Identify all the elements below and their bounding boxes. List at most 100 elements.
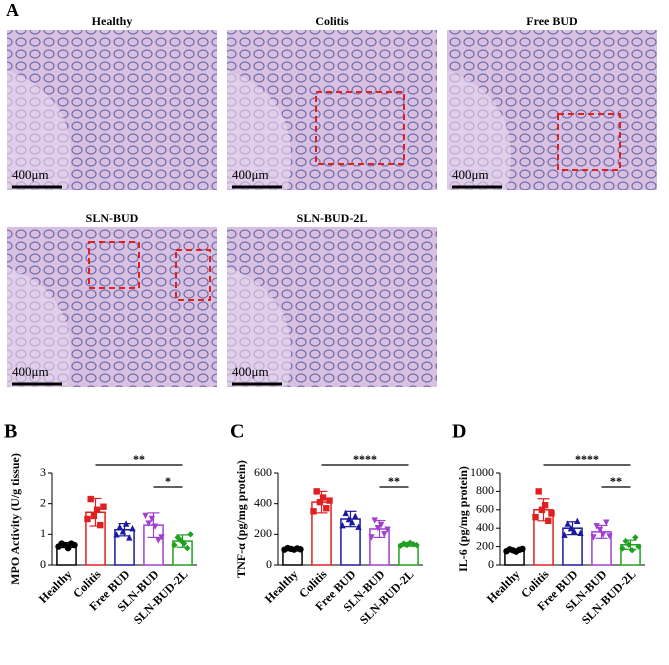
tissue-lumen: [447, 70, 511, 190]
tissue-lumen: [227, 267, 291, 387]
roi-box: [175, 249, 211, 301]
data-point: [622, 537, 629, 545]
y-tick-label: 600: [254, 465, 272, 479]
panel-title: Colitis: [315, 14, 349, 28]
y-tick-label: 200: [254, 526, 272, 540]
scale-bar-label: 400μm: [232, 364, 269, 379]
significance-label: **: [610, 474, 622, 488]
data-point: [567, 525, 575, 532]
data-point: [368, 534, 375, 541]
data-point: [603, 519, 610, 526]
data-point: [535, 488, 542, 495]
significance-label: *: [165, 474, 171, 488]
x-tick-label: Healthy: [484, 567, 523, 606]
data-point: [122, 520, 130, 527]
data-point: [142, 512, 149, 520]
data-point: [374, 525, 382, 532]
data-point: [297, 546, 304, 553]
y-tick-label: 0: [488, 557, 494, 571]
data-point: [187, 531, 194, 538]
data-point: [619, 545, 626, 552]
data-point: [628, 547, 636, 554]
data-point: [119, 528, 127, 535]
data-point: [561, 531, 568, 538]
data-point: [413, 541, 420, 549]
panel-letter: D: [452, 421, 466, 443]
y-tick-label: 0: [40, 557, 46, 571]
scale-bar-label: 400μm: [232, 167, 269, 182]
y-tick-label: 800: [476, 483, 494, 497]
data-point: [319, 494, 327, 501]
panel-title: SLN-BUD: [86, 211, 139, 225]
tissue-lumen: [7, 70, 71, 190]
data-point: [606, 533, 613, 540]
roi-box: [88, 241, 140, 289]
data-point: [145, 520, 152, 527]
y-tick-label: 1000: [470, 465, 494, 479]
data-point: [97, 521, 104, 529]
data-point: [519, 545, 526, 553]
data-point: [100, 503, 107, 510]
data-point: [113, 531, 120, 538]
x-tick-label: Healthy: [36, 567, 75, 606]
panel-title: Free BUD: [526, 14, 578, 28]
data-point: [599, 531, 607, 538]
data-point: [339, 521, 346, 529]
y-tick-label: 0: [266, 557, 272, 571]
data-point: [348, 518, 356, 526]
data-point: [326, 497, 333, 504]
significance-label: **: [388, 474, 400, 488]
y-tick-label: 2: [40, 495, 46, 509]
data-point: [316, 498, 324, 506]
data-point: [345, 515, 353, 523]
data-point: [384, 526, 391, 533]
data-point: [596, 526, 604, 534]
significance-label: ****: [353, 452, 377, 466]
data-point: [342, 509, 349, 517]
data-point: [577, 529, 584, 536]
tissue-lumen: [7, 267, 71, 387]
panel-title: Healthy: [92, 14, 133, 28]
panel-letter: C: [230, 421, 244, 443]
data-point: [126, 534, 133, 541]
y-axis-label: MPO Activity (U/g tissue): [8, 453, 22, 585]
data-point: [323, 505, 330, 512]
y-tick-label: 400: [476, 520, 494, 534]
y-tick-label: 1: [40, 526, 46, 540]
data-point: [158, 534, 165, 541]
data-point: [541, 502, 549, 509]
data-point: [151, 523, 159, 530]
data-point: [371, 517, 378, 524]
data-point: [64, 544, 72, 552]
data-point: [180, 540, 188, 547]
data-point: [632, 534, 639, 541]
y-tick-label: 600: [476, 502, 494, 516]
y-tick-label: 200: [476, 538, 494, 552]
data-point: [184, 544, 191, 552]
data-point: [84, 515, 91, 523]
data-point: [93, 506, 101, 513]
y-axis-label: IL-6 (pg/mg protein): [456, 466, 470, 572]
significance-label: ****: [575, 452, 599, 466]
significance-label: **: [133, 452, 145, 466]
roi-box: [315, 91, 405, 165]
data-point: [635, 543, 642, 550]
data-point: [593, 523, 600, 530]
data-point: [532, 513, 539, 521]
data-point: [538, 506, 546, 513]
data-point: [381, 531, 388, 538]
scale-bar-label: 400μm: [12, 167, 49, 182]
data-point: [313, 488, 320, 495]
data-point: [352, 512, 359, 520]
panel-letter: A: [6, 0, 19, 20]
data-point: [406, 539, 414, 546]
data-point: [548, 510, 555, 517]
y-tick-label: 400: [254, 495, 272, 509]
data-point: [155, 537, 162, 544]
data-point: [355, 523, 362, 530]
scale-bar-label: 400μm: [12, 364, 49, 379]
panel-title: SLN-BUD-2L: [297, 211, 368, 225]
x-tick-label: Healthy: [262, 567, 301, 606]
data-point: [90, 512, 98, 520]
